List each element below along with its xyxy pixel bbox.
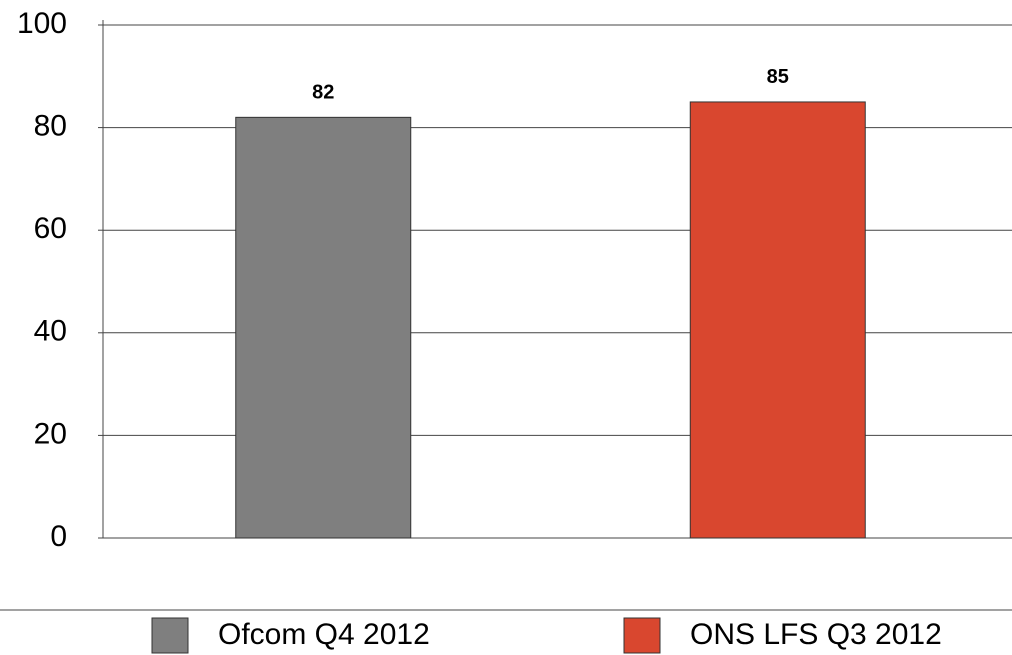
legend-swatch (623, 617, 661, 654)
legend-label: ONS LFS Q3 2012 (690, 618, 942, 651)
y-tick-label: 20 (34, 417, 67, 450)
bar (235, 116, 412, 539)
y-tick-label: 40 (34, 315, 67, 348)
legend-swatch (151, 617, 189, 654)
y-tick-label: 0 (50, 520, 67, 553)
data-label: 85 (767, 66, 789, 88)
y-tick-label: 80 (34, 110, 67, 143)
y-tick-label: 100 (17, 7, 67, 40)
bar (689, 101, 866, 539)
legend-label: Ofcom Q4 2012 (218, 618, 430, 651)
data-label: 82 (312, 82, 334, 104)
y-tick-label: 60 (34, 212, 67, 245)
